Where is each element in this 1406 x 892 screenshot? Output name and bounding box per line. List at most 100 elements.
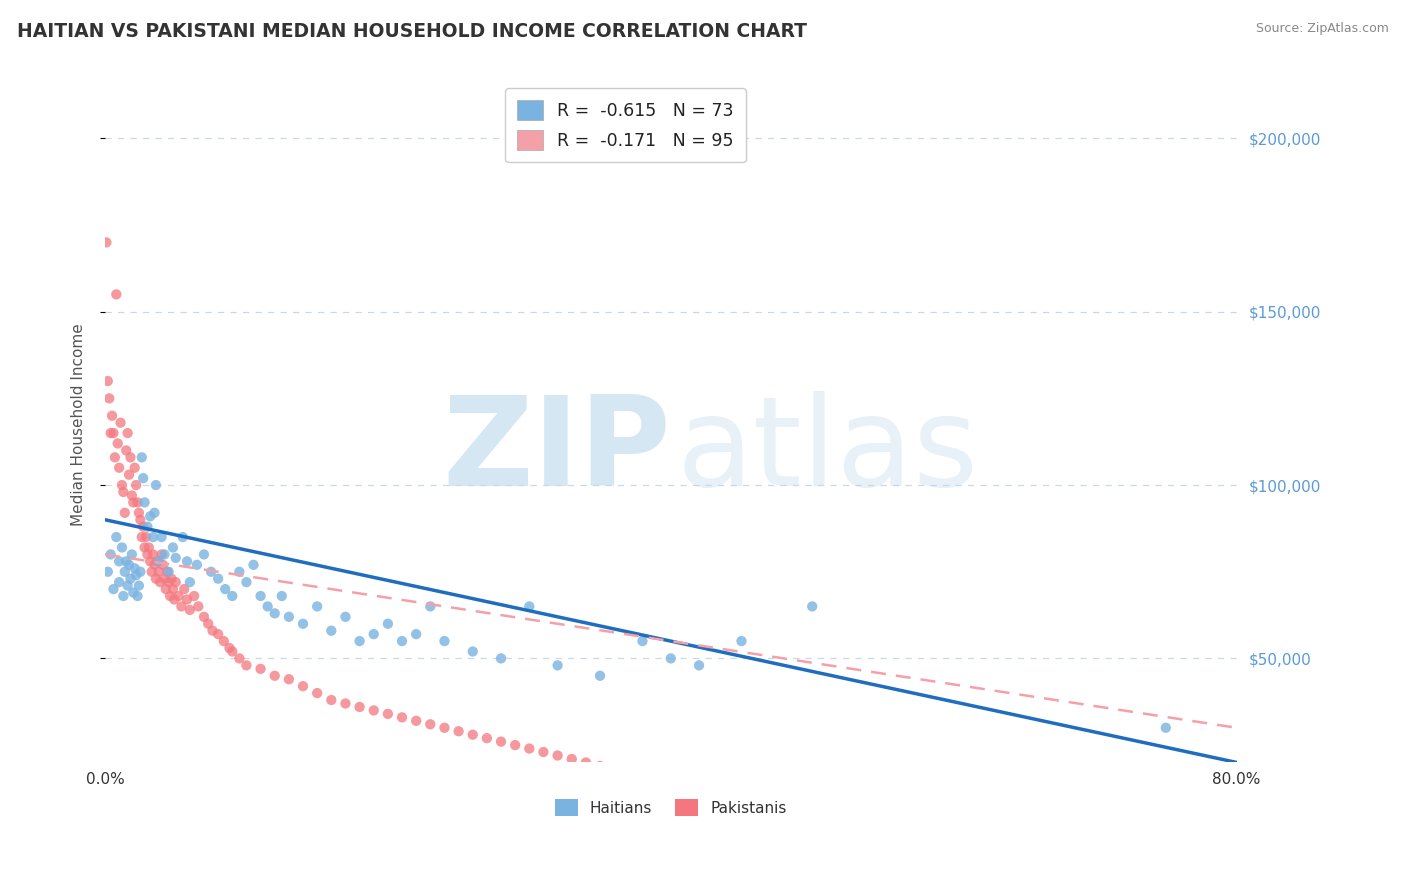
Point [129, 565, 152, 579]
Point [561, 752, 583, 766]
Point [142, 530, 165, 544]
Point [117, 425, 139, 440]
Point [155, 582, 177, 596]
Point [363, 703, 385, 717]
Point [363, 627, 385, 641]
Point [489, 734, 512, 748]
Point [138, 541, 160, 555]
Point [120, 450, 142, 465]
Point [489, 651, 512, 665]
Point [127, 589, 149, 603]
Point [1154, 721, 1177, 735]
Point [117, 579, 139, 593]
Point [172, 530, 194, 544]
Point [98, 392, 121, 406]
Point [292, 616, 315, 631]
Point [149, 575, 172, 590]
Point [688, 658, 710, 673]
Point [104, 450, 127, 465]
Point [157, 575, 180, 590]
Point [461, 728, 484, 742]
Point [150, 548, 173, 562]
Point [533, 745, 555, 759]
Point [157, 565, 180, 579]
Point [377, 706, 399, 721]
Point [103, 425, 125, 440]
Point [197, 616, 219, 631]
Point [207, 627, 229, 641]
Point [256, 599, 278, 614]
Point [321, 693, 343, 707]
Point [141, 565, 163, 579]
Point [201, 624, 224, 638]
Point [162, 582, 184, 596]
Point [659, 772, 682, 787]
Point [128, 579, 150, 593]
Point [124, 460, 146, 475]
Point [801, 599, 824, 614]
Point [187, 599, 209, 614]
Point [115, 554, 138, 568]
Point [121, 488, 143, 502]
Point [139, 554, 162, 568]
Point [170, 599, 193, 614]
Point [475, 731, 498, 746]
Point [617, 765, 640, 780]
Point [214, 582, 236, 596]
Point [433, 634, 456, 648]
Point [121, 548, 143, 562]
Point [517, 741, 540, 756]
Point [235, 658, 257, 673]
Point [148, 565, 170, 579]
Point [176, 592, 198, 607]
Point [134, 495, 156, 509]
Point [100, 425, 122, 440]
Text: HAITIAN VS PAKISTANI MEDIAN HOUSEHOLD INCOME CORRELATION CHART: HAITIAN VS PAKISTANI MEDIAN HOUSEHOLD IN… [17, 22, 807, 41]
Point [433, 721, 456, 735]
Point [228, 651, 250, 665]
Point [589, 669, 612, 683]
Point [419, 599, 441, 614]
Point [221, 644, 243, 658]
Point [730, 634, 752, 648]
Point [122, 495, 145, 509]
Point [152, 558, 174, 572]
Point [547, 748, 569, 763]
Point [128, 506, 150, 520]
Point [173, 582, 195, 596]
Point [131, 530, 153, 544]
Text: atlas: atlas [676, 391, 979, 512]
Text: ZIP: ZIP [441, 391, 671, 512]
Point [447, 724, 470, 739]
Point [115, 443, 138, 458]
Point [517, 599, 540, 614]
Point [263, 607, 285, 621]
Point [277, 610, 299, 624]
Point [114, 506, 136, 520]
Point [122, 585, 145, 599]
Point [132, 471, 155, 485]
Point [235, 575, 257, 590]
Point [114, 565, 136, 579]
Point [461, 644, 484, 658]
Point [270, 589, 292, 603]
Point [193, 548, 215, 562]
Point [97, 565, 120, 579]
Point [167, 589, 190, 603]
Point [335, 697, 357, 711]
Point [120, 572, 142, 586]
Point [112, 485, 135, 500]
Point [391, 634, 413, 648]
Point [165, 550, 187, 565]
Point [136, 519, 159, 533]
Point [603, 763, 626, 777]
Point [127, 495, 149, 509]
Point [132, 519, 155, 533]
Point [200, 565, 222, 579]
Point [125, 568, 148, 582]
Point [145, 478, 167, 492]
Point [148, 554, 170, 568]
Point [150, 530, 173, 544]
Point [659, 651, 682, 665]
Point [142, 548, 165, 562]
